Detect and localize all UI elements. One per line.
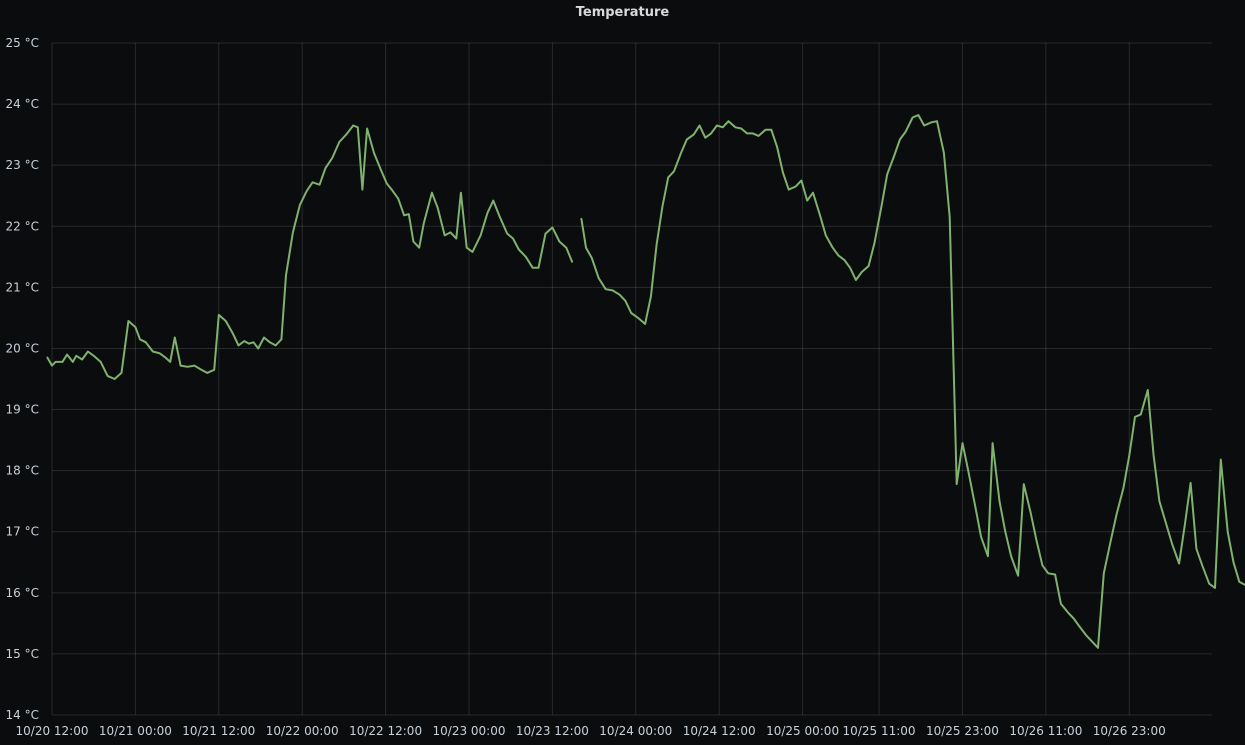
x-tick-label: 10/24 12:00 [683,724,756,738]
y-tick-label: 15 °C [6,647,39,661]
panel-title[interactable]: Temperature [575,5,670,20]
x-tick-label: 10/25 23:00 [926,724,999,738]
y-tick-label: 20 °C [6,341,39,355]
y-tick-label: 16 °C [6,586,39,600]
x-tick-label: 10/25 00:00 [766,724,839,738]
x-tick-label: 10/22 00:00 [266,724,339,738]
x-tick-label: 10/26 23:00 [1093,724,1166,738]
y-tick-label: 24 °C [6,97,39,111]
x-tick-label: 10/23 12:00 [516,724,589,738]
series-layer [46,114,1245,702]
x-tick-label: 10/21 12:00 [182,724,255,738]
x-tick-label: 10/25 11:00 [843,724,916,738]
x-axis: 10/20 12:00 10/21 00:00 10/21 12:00 10/22 0… [16,724,1166,738]
y-tick-label: 19 °C [6,403,39,417]
x-tick-label: 10/23 00:00 [433,724,506,738]
y-tick-label: 14 °C [6,708,39,722]
temperature-series-line[interactable] [580,114,1245,702]
x-tick-label: 10/24 00:00 [599,724,672,738]
temperature-series-line[interactable] [46,124,574,380]
x-tick-label: 10/26 11:00 [1009,724,1082,738]
y-tick-label: 17 °C [6,525,39,539]
y-tick-label: 23 °C [6,158,39,172]
x-tick-label: 10/22 12:00 [349,724,422,738]
x-tick-label: 10/20 12:00 [16,724,89,738]
y-tick-label: 22 °C [6,219,39,233]
y-tick-label: 18 °C [6,464,39,478]
x-tick-label: 10/21 00:00 [99,724,172,738]
y-tick-label: 25 °C [6,36,39,50]
y-axis: 14 °C 15 °C 16 °C 17 °C 18 °C 19 °C 20 °C 21 °C… [6,36,39,722]
y-tick-label: 21 °C [6,280,39,294]
grid [51,42,1212,716]
